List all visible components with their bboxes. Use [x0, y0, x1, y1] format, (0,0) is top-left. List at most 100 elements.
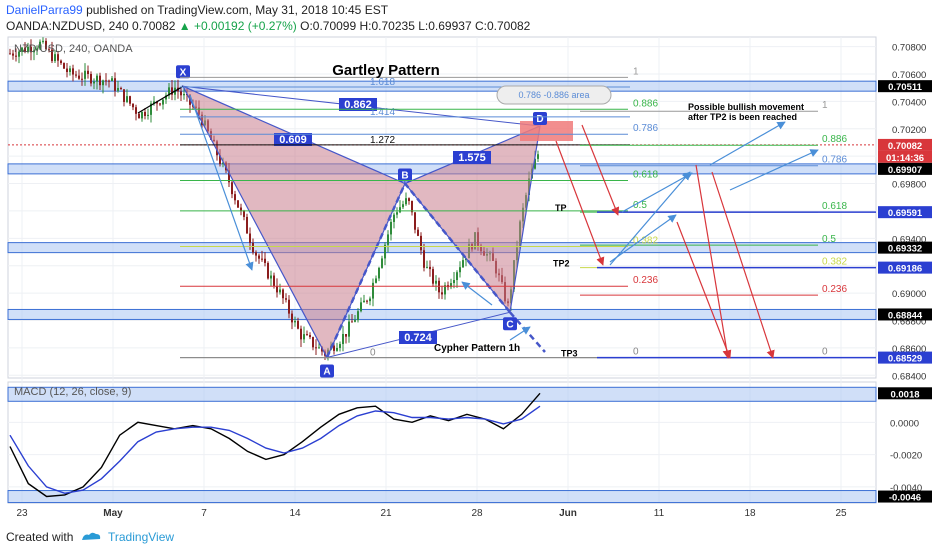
last-price: 0.70082 — [132, 19, 176, 33]
candle-body — [69, 68, 71, 73]
sr-zone — [7, 308, 877, 320]
candle-body — [276, 285, 278, 293]
macd-legend: MACD (12, 26, close, 9) — [14, 386, 131, 398]
price-label-box — [878, 138, 932, 151]
price-label: 0.69186 — [888, 264, 922, 275]
candle-body — [363, 300, 365, 303]
trend-line — [137, 85, 184, 114]
candle-body — [249, 233, 251, 243]
candle-body — [33, 50, 35, 53]
tradingview-brand[interactable]: TradingView — [108, 530, 175, 544]
chart-header: DanielParra99 published on TradingView.c… — [0, 0, 932, 36]
candle-body — [60, 60, 62, 64]
price-label-box — [878, 80, 932, 93]
reversal-zone — [520, 121, 573, 141]
candle-body — [288, 299, 290, 314]
x-tick-label: 23 — [16, 508, 28, 519]
candle-body — [132, 103, 134, 108]
price-label: 0.68844 — [888, 310, 923, 321]
candle-body — [255, 252, 257, 256]
candle-body — [93, 81, 95, 84]
candle-body — [408, 198, 410, 202]
candle-body — [15, 55, 17, 57]
macd-tick-label: 0.0000 — [890, 418, 919, 429]
ratio-label: 1.575 — [458, 152, 486, 164]
candle-body — [126, 96, 128, 102]
price-label-box — [878, 308, 932, 321]
candle-body — [81, 78, 83, 80]
price-label: 0.70511 — [888, 82, 923, 93]
candle-body — [258, 255, 260, 259]
candle-body — [171, 87, 173, 95]
candle-body — [420, 235, 422, 251]
blue-arrow — [621, 172, 693, 213]
candle-body — [336, 347, 338, 351]
macd-tick-label: -0.0040 — [890, 483, 922, 494]
close-value: C:0.70082 — [474, 19, 531, 33]
y-tick-label: 0.69800 — [892, 180, 926, 191]
fib-mid-label: 0.886 — [633, 98, 658, 109]
point-label-box — [176, 65, 190, 79]
quote-line: OANDA:NZDUSD, 240 0.70082 ▲ +0.00192 (+0… — [6, 19, 530, 33]
candle-body — [402, 204, 404, 208]
ratio-label: 0.609 — [279, 134, 307, 146]
candle-body — [36, 48, 38, 51]
area-callout-text: 0.786 -0.886 area — [518, 90, 589, 100]
red-arrow — [711, 171, 775, 359]
fib-mid-label: 0.618 — [633, 170, 658, 181]
y-tick-label: 0.69400 — [892, 234, 926, 245]
macd-tick-label: -0.0020 — [890, 451, 922, 462]
x-tick-label: 7 — [201, 508, 207, 519]
price-label-box — [878, 351, 932, 364]
candle-body — [180, 91, 182, 96]
candle-body — [168, 87, 170, 96]
candle-body — [27, 46, 29, 52]
candle-body — [147, 114, 149, 116]
candle-body — [312, 337, 314, 348]
price-label: 01:14:36 — [886, 153, 924, 164]
candle-body — [135, 107, 137, 114]
red-arrow — [695, 164, 731, 359]
symbol-label: OANDA:NZDUSD, 240 — [6, 19, 129, 33]
candle-body — [54, 54, 56, 62]
candle-body — [228, 170, 230, 183]
low-value: L:0.69937 — [418, 19, 472, 33]
red-arrow — [581, 124, 620, 216]
candle-body — [342, 333, 344, 345]
candle-body — [444, 285, 446, 295]
x-tick-label: 14 — [289, 508, 301, 519]
candle-body — [18, 51, 20, 57]
candle-body — [285, 298, 287, 300]
fib-mid-label: 0 — [633, 347, 639, 358]
candle-body — [84, 70, 86, 79]
y-tick-label: 0.70400 — [892, 97, 926, 108]
macd-zone-top — [7, 386, 877, 402]
candle-body — [393, 214, 395, 222]
ratio-label: 0.862 — [344, 99, 372, 111]
candle-body — [261, 258, 263, 260]
candle-body — [534, 158, 536, 169]
point-label-B: B — [401, 171, 408, 182]
candle-body — [114, 78, 116, 91]
candle-body — [366, 300, 368, 302]
target-label: TP3 — [561, 349, 578, 359]
footer: Created with TradingView — [0, 524, 932, 550]
candle-body — [360, 302, 362, 312]
candle-body — [306, 334, 308, 336]
author-link[interactable]: DanielParra99 — [6, 3, 83, 17]
candle-body — [117, 87, 119, 91]
candle-body — [417, 229, 419, 236]
price-chart[interactable]: 23 May 7 14 21 28 Jun 11 18 250.708000.706000.704… — [0, 0, 932, 524]
price-label: 0.69907 — [888, 165, 922, 176]
candle-body — [537, 154, 539, 159]
candle-body — [222, 162, 224, 165]
candle-body — [441, 292, 443, 295]
candle-body — [333, 345, 335, 351]
x-tick-label: 25 — [835, 508, 847, 519]
fib-left-label: 0 — [370, 348, 376, 359]
fib-mid-label: 0.236 — [633, 275, 658, 286]
candle-body — [462, 260, 464, 268]
candle-body — [270, 275, 272, 279]
publish-line: DanielParra99 published on TradingView.c… — [6, 3, 388, 17]
price-label-box — [878, 162, 932, 175]
